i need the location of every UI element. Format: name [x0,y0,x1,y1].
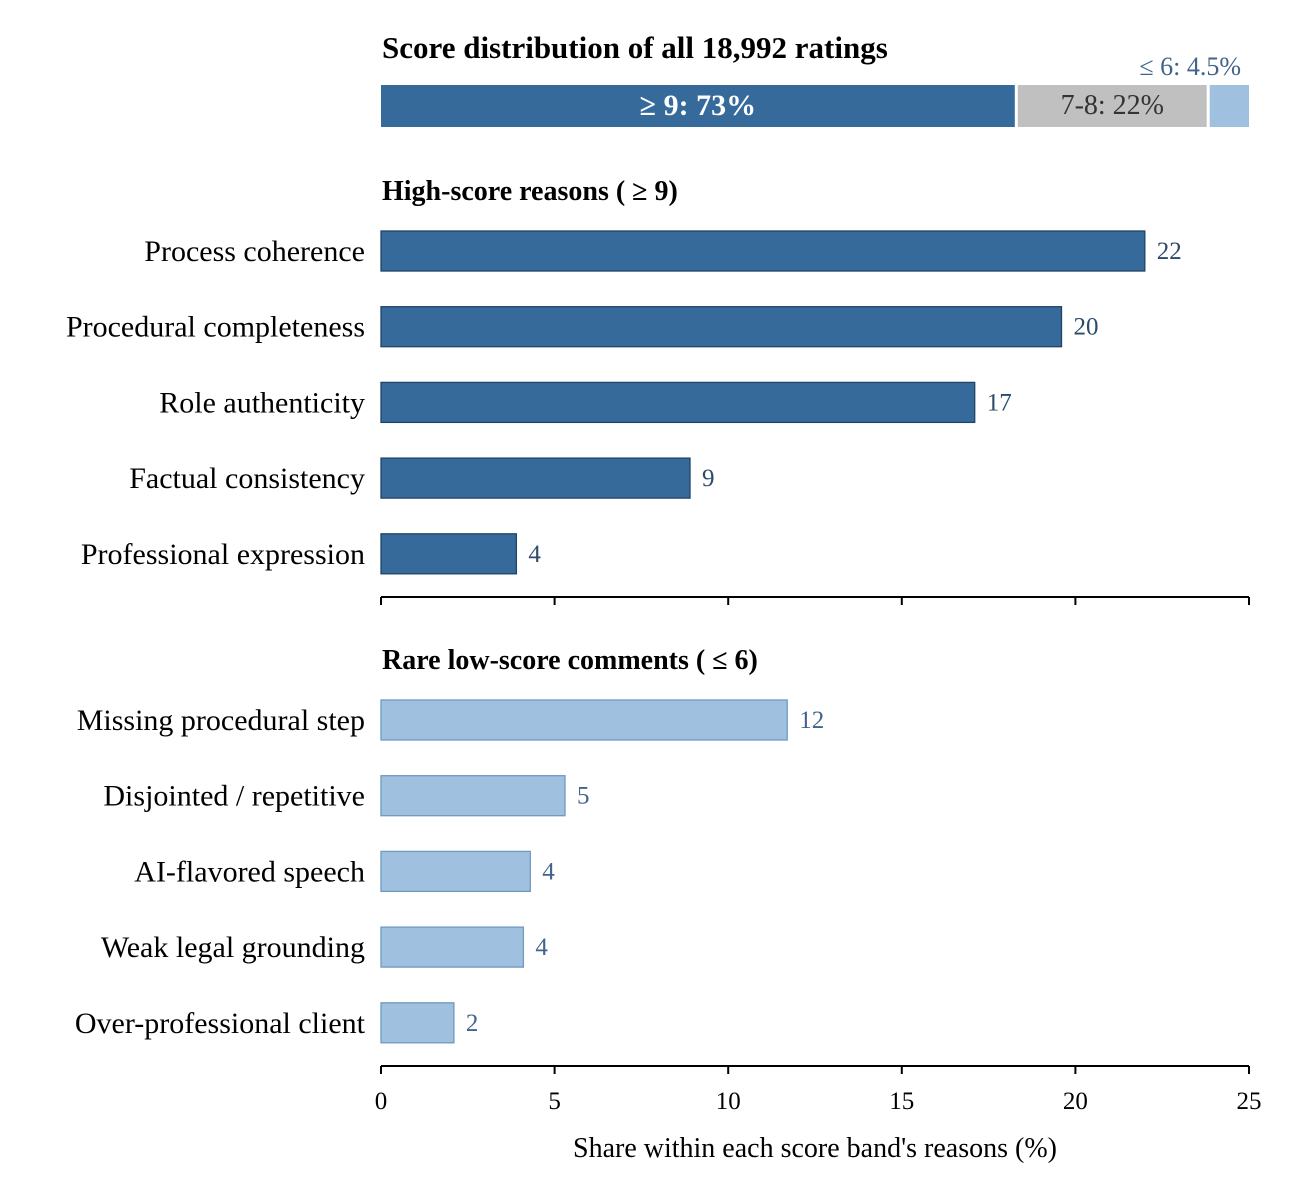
low-score-value-label-1: 12 [799,707,824,734]
high-score-value-label-2: 20 [1074,314,1099,341]
low-score-value-label-4: 4 [535,934,548,961]
high-score-category-label-5: Professional expression [81,538,365,571]
distribution-segment-3 [1209,85,1249,127]
high-score-value-label-5: 4 [528,541,541,568]
low-score-tick-label-2: 5 [548,1088,561,1115]
high-score-category-label-4: Factual consistency [129,462,365,495]
high-score-category-label-2: Procedural completeness [66,311,365,344]
high-score-value-label-3: 17 [987,389,1012,416]
distribution-segment-label-1: ≥ 9: 73% [640,89,756,122]
low-score-bar-1 [380,699,788,741]
high-score-bar-4 [380,457,691,499]
high-score-value-label-1: 22 [1157,238,1182,265]
low-score-bar-2 [380,775,566,817]
distribution-segment-label-3: ≤ 6: 4.5% [1139,52,1241,81]
low-score-value-label-3: 4 [542,858,555,885]
low-score-category-label-4: Weak legal grounding [101,931,365,964]
low-score-tick-label-6: 25 [1237,1088,1262,1115]
low-score-panel: Rare low-score comments ( ≤ 6) Missing p… [75,645,1262,1115]
distribution-segment-2 [1017,85,1207,127]
low-score-value-label-2: 5 [577,783,590,810]
low-score-bar-3 [380,850,531,893]
low-score-category-label-2: Disjointed / repetitive [103,780,365,813]
low-score-title: Rare low-score comments ( ≤ 6) [382,645,758,676]
high-score-bar-1 [380,230,1146,272]
high-score-bar-5 [380,533,518,575]
low-score-tick-label-1: 0 [375,1088,388,1115]
low-score-value-label-5: 2 [466,1010,479,1037]
high-score-value-label-4: 9 [702,465,715,492]
high-score-bar-2 [380,306,1063,348]
low-score-category-label-5: Over-professional client [75,1007,366,1040]
low-score-tick-label-3: 10 [716,1088,741,1115]
high-score-title: High-score reasons ( ≥ 9) [382,176,678,207]
low-score-bar-5 [380,1002,455,1044]
x-axis-label: Share within each score band's reasons (… [573,1133,1057,1164]
score-distribution-panel: Score distribution of all 18,992 ratings… [381,30,1249,127]
low-score-tick-label-5: 20 [1063,1088,1088,1115]
low-score-category-label-1: Missing procedural step [77,704,365,737]
low-score-category-label-3: AI-flavored speech [134,855,365,888]
low-score-tick-label-4: 15 [889,1088,914,1115]
distribution-segment-label-2: 7-8: 22% [1061,90,1164,121]
high-score-category-label-3: Role authenticity [159,386,365,419]
distribution-segment-1 [381,85,1015,127]
high-score-panel: High-score reasons ( ≥ 9) Process cohere… [66,176,1250,605]
distribution-title: Score distribution of all 18,992 ratings [382,30,888,65]
low-score-bar-4 [380,926,525,968]
high-score-bar-3 [380,381,976,424]
high-score-category-label-1: Process coherence [144,235,365,268]
